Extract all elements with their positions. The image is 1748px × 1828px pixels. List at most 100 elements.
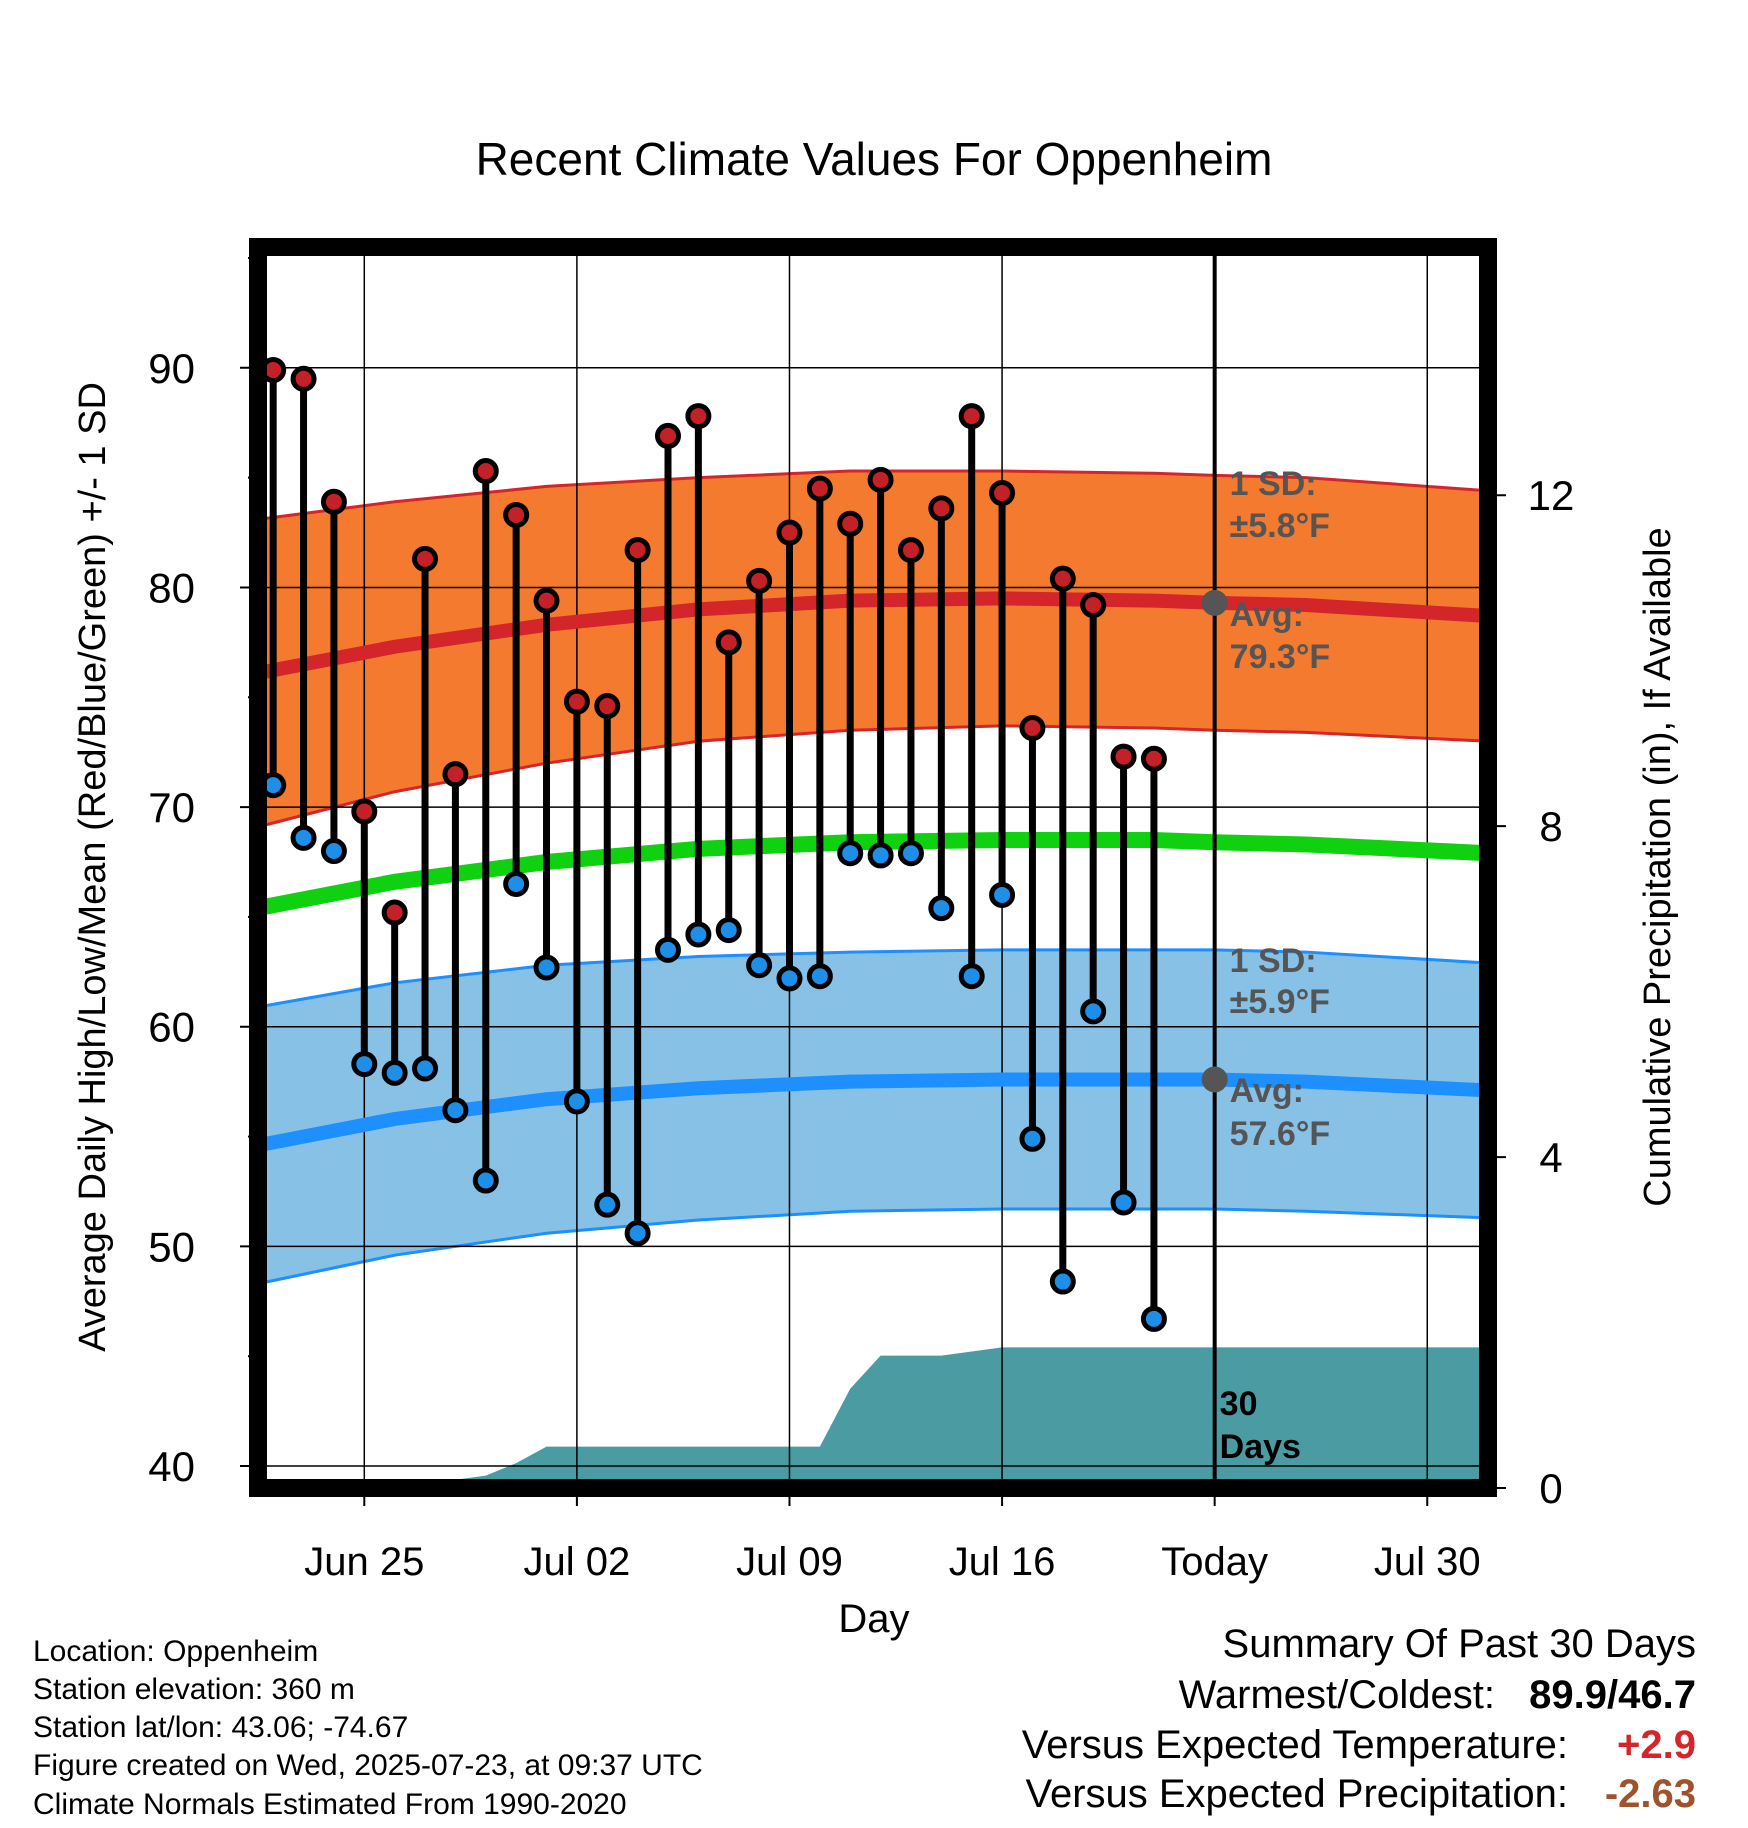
high-sd-value: ±5.8°F bbox=[1230, 507, 1330, 545]
x-tick-label: Jul 30 bbox=[1374, 1540, 1481, 1584]
low-point bbox=[320, 838, 347, 865]
low-avg-value: 57.6°F bbox=[1230, 1115, 1331, 1153]
plot-border bbox=[249, 238, 1497, 1497]
normal-mean-line bbox=[256, 832, 1489, 916]
low-point bbox=[746, 952, 773, 979]
high-point bbox=[533, 587, 560, 614]
high-point bbox=[989, 480, 1016, 507]
high-avg-label: Avg: bbox=[1230, 596, 1304, 634]
high-point bbox=[472, 458, 499, 485]
low-sd-band-fill bbox=[258, 949, 1488, 1284]
low-point bbox=[989, 881, 1016, 908]
high-point bbox=[928, 495, 955, 522]
low-point bbox=[624, 1220, 651, 1247]
y-tick-label: 90 bbox=[148, 345, 195, 392]
high-point bbox=[503, 501, 530, 528]
summary-precip-label: Versus Expected Precipitation: bbox=[1025, 1772, 1568, 1816]
y-axis-label: Average Daily High/Low/Mean (Red/Blue/Gr… bbox=[72, 382, 114, 1352]
y-tick-label: 50 bbox=[148, 1223, 195, 1270]
y-tick-label: 60 bbox=[148, 1004, 195, 1051]
info-elevation: Station elevation: 360 m bbox=[33, 1673, 355, 1706]
x-tick-label: Jul 02 bbox=[524, 1540, 631, 1584]
high-point bbox=[594, 693, 621, 720]
high-point bbox=[837, 510, 864, 537]
normal-lines bbox=[256, 591, 1489, 1153]
low-sd-band-lower-edge bbox=[257, 1207, 1489, 1286]
summary-precip-value: -2.63 bbox=[1604, 1772, 1696, 1816]
low-point bbox=[563, 1088, 590, 1115]
daily-points bbox=[260, 357, 1167, 1332]
y-tick-label: 40 bbox=[148, 1443, 195, 1490]
high-point bbox=[715, 629, 742, 656]
plot-frame bbox=[249, 238, 1497, 1497]
high-point bbox=[1019, 715, 1046, 742]
high-sd-label: 1 SD: bbox=[1230, 465, 1317, 503]
low-point bbox=[715, 917, 742, 944]
low-point bbox=[290, 824, 317, 851]
summary-warm-cold-value: 89.9/46.7 bbox=[1529, 1673, 1696, 1717]
high-point bbox=[1110, 743, 1137, 770]
low-point bbox=[503, 870, 530, 897]
low-point bbox=[655, 936, 681, 963]
summary-title: Summary Of Past 30 Days bbox=[1222, 1622, 1696, 1666]
y2-tick-label: 12 bbox=[1528, 472, 1575, 519]
high-point bbox=[655, 422, 681, 449]
period-number: 30 bbox=[1220, 1385, 1258, 1423]
summary-warm-cold-label: Warmest/Coldest: bbox=[1178, 1673, 1495, 1717]
high-point bbox=[563, 688, 590, 715]
summary-temp-label: Versus Expected Temperature: bbox=[1021, 1723, 1568, 1767]
low-point bbox=[472, 1167, 499, 1194]
y2-axis-label: Cumulative Precipitation (in), If Availa… bbox=[1637, 527, 1679, 1206]
info-latlon: Station lat/lon: 43.06; -74.67 bbox=[33, 1711, 409, 1744]
high-point bbox=[624, 537, 651, 564]
high-point bbox=[867, 466, 894, 493]
x-tick-label: Jul 16 bbox=[949, 1540, 1056, 1584]
info-location: Location: Oppenheim bbox=[33, 1635, 319, 1668]
y-tick-label: 80 bbox=[148, 564, 195, 611]
high-point bbox=[776, 519, 803, 546]
low-point bbox=[685, 921, 712, 948]
low-sd-label: 1 SD: bbox=[1230, 942, 1317, 980]
high-point bbox=[1080, 592, 1107, 619]
high-avg-value: 79.3°F bbox=[1230, 638, 1331, 676]
low-point bbox=[412, 1055, 439, 1082]
low-sd-value: ±5.9°F bbox=[1230, 983, 1330, 1021]
period-unit: Days bbox=[1220, 1428, 1301, 1466]
low-sd-band-upper-edge bbox=[257, 948, 1489, 1009]
high-point bbox=[958, 403, 985, 430]
low-point bbox=[867, 842, 894, 869]
low-point bbox=[381, 1059, 408, 1086]
high-point bbox=[806, 475, 833, 502]
normal-high-line bbox=[256, 591, 1489, 680]
low-point bbox=[837, 840, 864, 867]
info-normals: Climate Normals Estimated From 1990-2020 bbox=[33, 1788, 627, 1821]
axes: Recent Climate Values For Oppenheim 40 50 6… bbox=[72, 133, 1679, 1641]
x-tick-label: Jun 25 bbox=[304, 1540, 424, 1584]
high-point bbox=[442, 761, 469, 788]
high-point bbox=[897, 537, 924, 564]
normal-bands bbox=[257, 469, 1489, 1286]
high-point bbox=[381, 899, 408, 926]
y2-tick-label: 8 bbox=[1539, 803, 1562, 850]
low-point bbox=[806, 963, 833, 990]
low-point bbox=[897, 840, 924, 867]
chart-title: Recent Climate Values For Oppenheim bbox=[476, 133, 1273, 185]
high-point bbox=[1140, 745, 1167, 772]
y2-tick-label: 4 bbox=[1539, 1134, 1562, 1181]
low-point bbox=[1080, 998, 1107, 1025]
daily-range-bars bbox=[269, 370, 1158, 1319]
today-low-avg-marker bbox=[1201, 1066, 1228, 1093]
low-point bbox=[1049, 1268, 1076, 1295]
high-point bbox=[351, 798, 378, 825]
high-point bbox=[290, 365, 317, 392]
low-avg-label: Avg: bbox=[1230, 1072, 1304, 1110]
high-point bbox=[412, 545, 439, 572]
precip-area bbox=[258, 1347, 1488, 1488]
high-point bbox=[685, 403, 712, 430]
high-point bbox=[1049, 565, 1076, 592]
low-point bbox=[533, 954, 560, 981]
high-point bbox=[320, 488, 347, 515]
summary-temp-value: +2.9 bbox=[1617, 1723, 1696, 1767]
